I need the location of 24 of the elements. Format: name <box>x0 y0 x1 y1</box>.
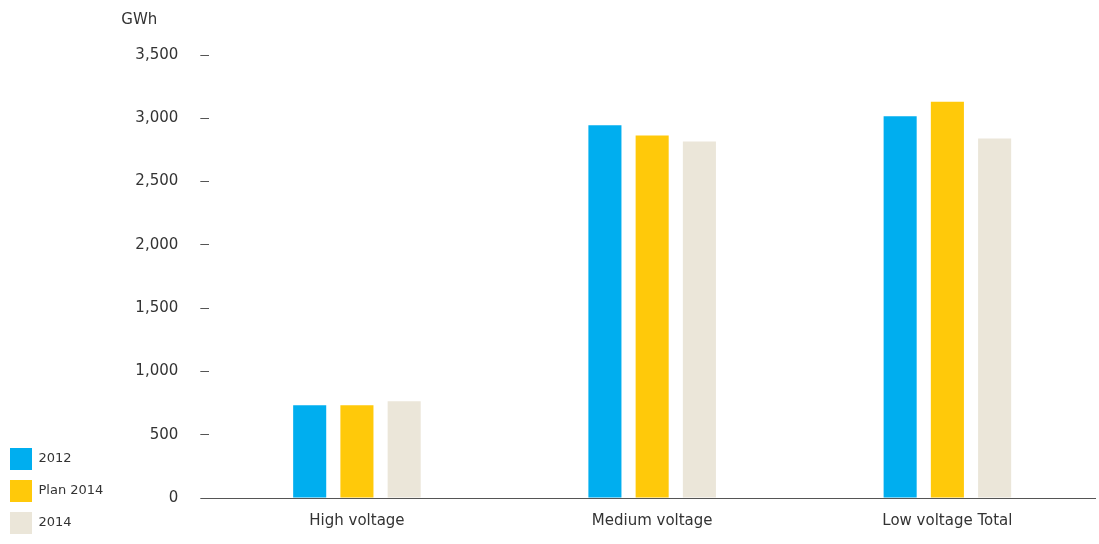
y-axis-title: GWh <box>121 9 158 28</box>
bar <box>588 125 622 498</box>
bar <box>387 401 421 498</box>
y-tick-label: 3,000 <box>135 108 179 127</box>
y-tick-label: 1,500 <box>135 298 179 317</box>
y-tick-label: 2,000 <box>135 234 179 253</box>
legend-label: 2012 <box>38 450 72 466</box>
y-tick-label: 500 <box>149 424 179 443</box>
bar <box>635 135 669 498</box>
x-tick-label: Low voltage Total <box>882 510 1013 529</box>
x-tick-label: High voltage <box>309 510 405 529</box>
bar <box>883 116 917 498</box>
bar <box>930 101 964 498</box>
legend-label: 2014 <box>38 514 72 530</box>
y-tick-label: 2,500 <box>135 171 179 190</box>
legend-label: Plan 2014 <box>38 482 104 498</box>
y-tick-label: 3,500 <box>135 44 179 63</box>
bar <box>293 405 327 498</box>
y-tick-label: 1,000 <box>135 361 179 380</box>
bar <box>978 138 1012 498</box>
x-tick-label: Medium voltage <box>591 510 713 529</box>
y-tick-label: 0 <box>168 487 179 506</box>
bar <box>682 141 716 498</box>
bar <box>340 405 374 498</box>
